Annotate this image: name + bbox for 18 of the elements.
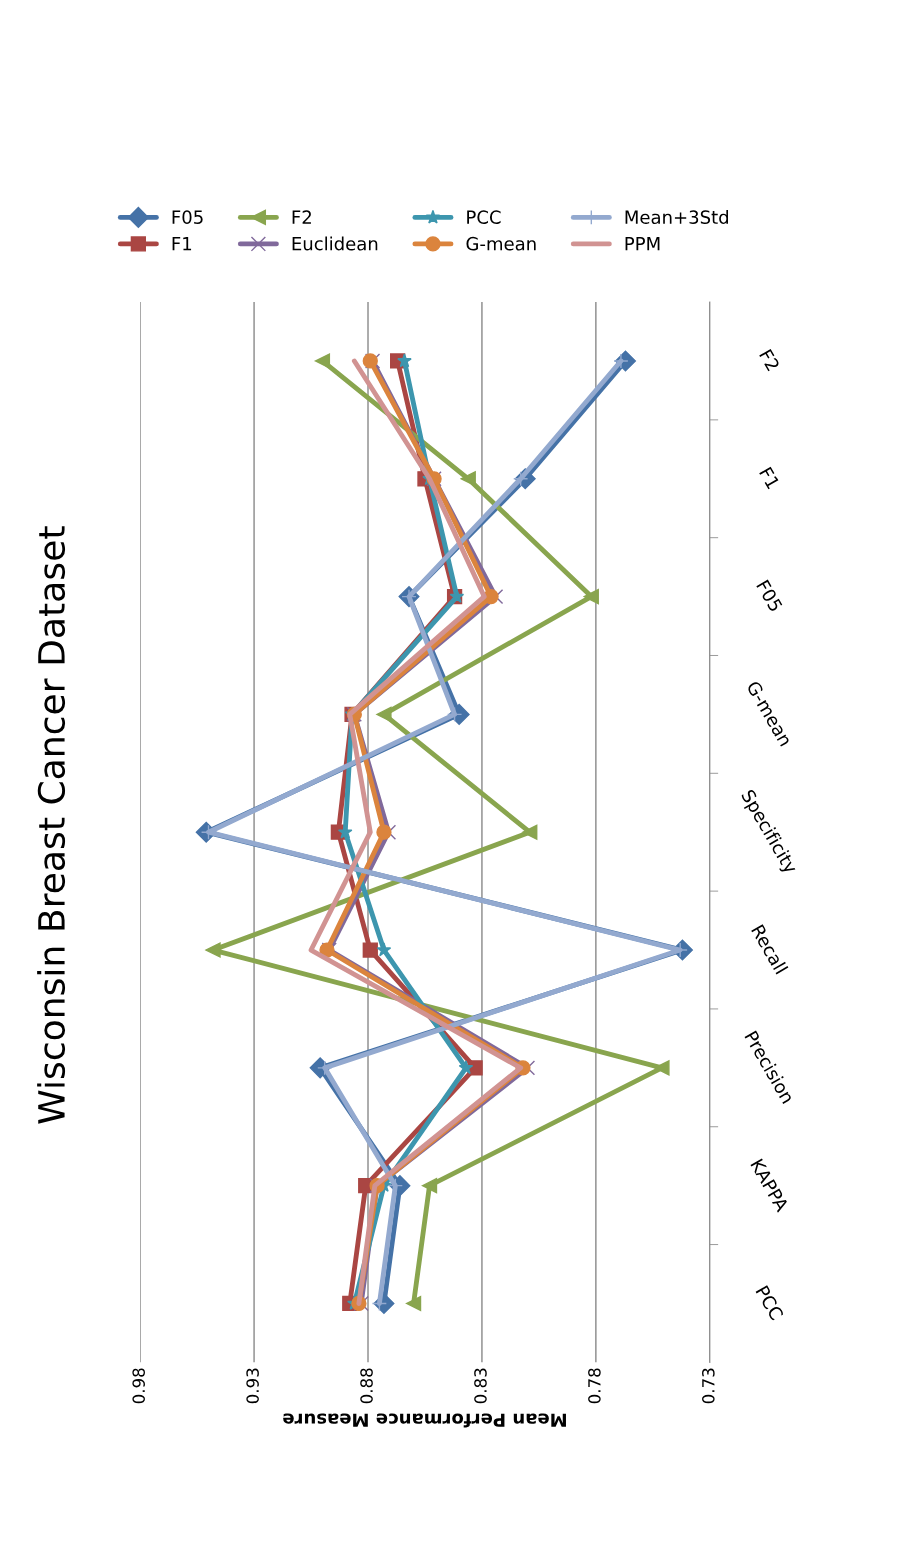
x-tick-label: 0.83 [474,1368,487,1404]
x-tick-label: 0.73 [702,1368,715,1404]
text: Wisconsin Breast Cancer Dataset [37,526,66,1124]
x-axis-title: Mean Performance Measure [283,1413,566,1428]
x-tick-label: 0.78 [588,1368,601,1404]
y-tick-label: F2 [759,348,780,372]
legend-label: G-mean [466,236,536,251]
x-tick-label: 0.88 [360,1368,373,1404]
legend-label: F2 [292,210,311,224]
legend-label: Euclidean [292,236,378,251]
x-tick-label: 0.93 [246,1368,259,1404]
legend-label: PPM [625,237,660,251]
y-tick-label: F1 [759,466,780,490]
x-tick-label: 0.98 [132,1368,145,1404]
legend-label: PCC [467,210,501,224]
legend-label: F05 [172,210,203,224]
legend-label: Mean+3Std [625,210,728,224]
legend-label: F1 [172,237,192,251]
